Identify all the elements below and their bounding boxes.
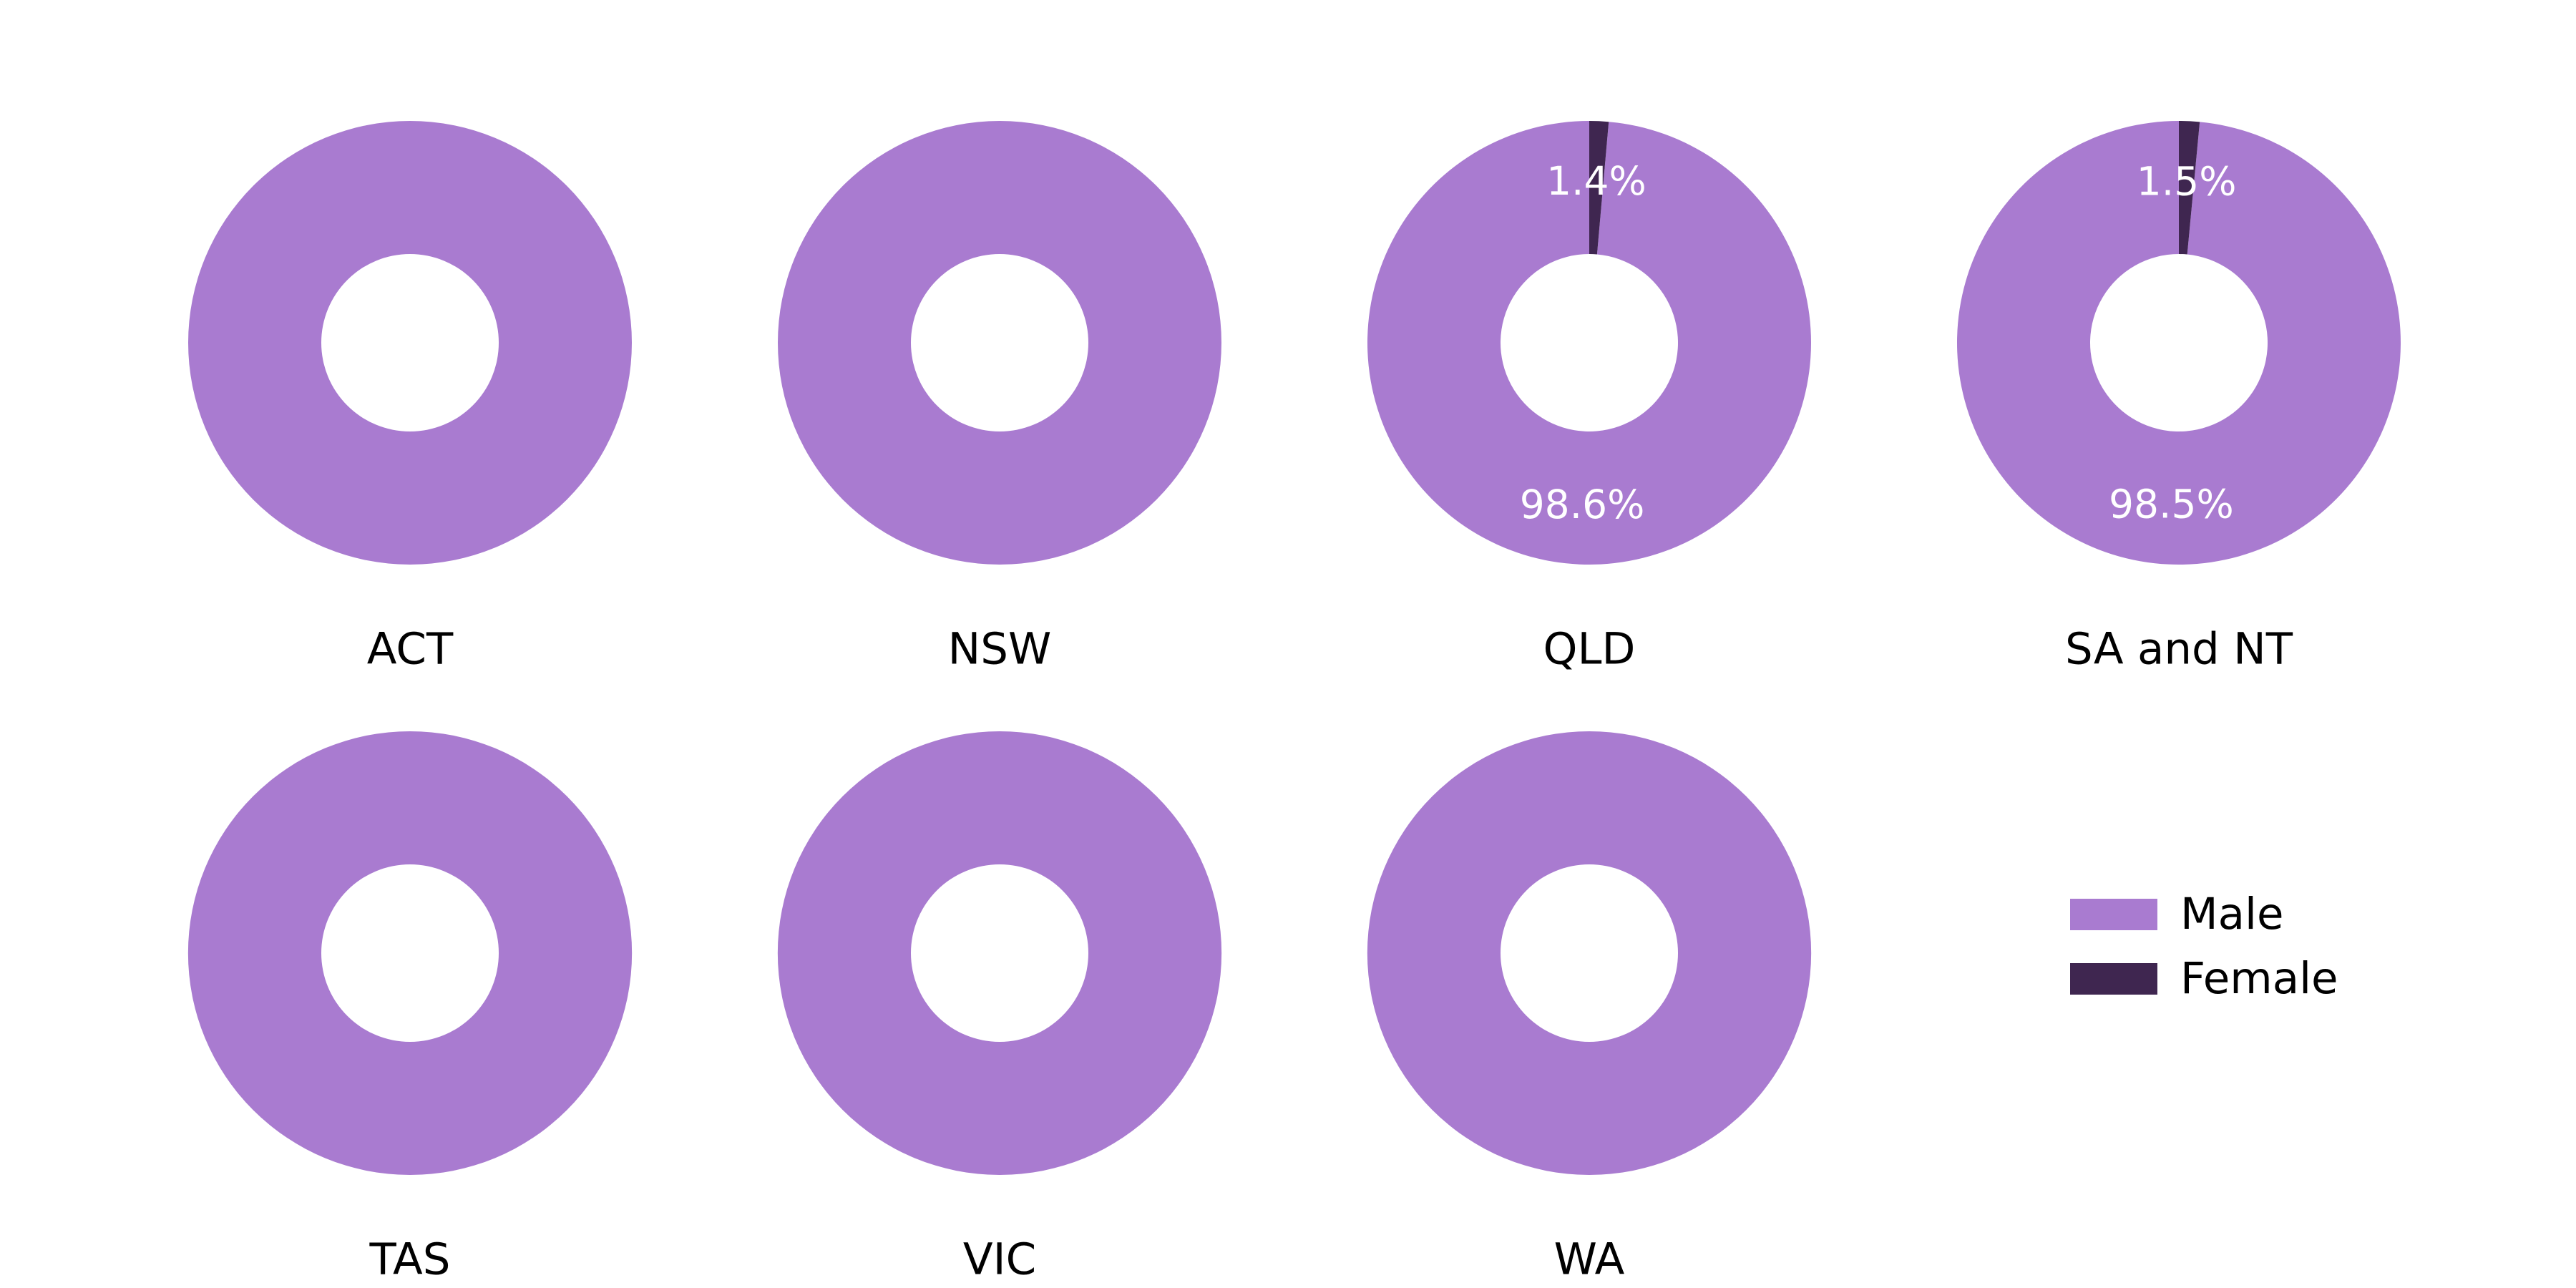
donut-panel-nsw: NSW: [778, 121, 1221, 675]
legend: Male Female: [2070, 889, 2338, 1004]
slice-qld-female: [1589, 121, 1609, 255]
slice-label-qld-male: 98.6%: [1520, 482, 1645, 527]
slice-vic-male: [777, 731, 1222, 1176]
legend-label-male: Male: [2180, 889, 2284, 940]
donut-panel-act: ACT: [188, 121, 632, 675]
donut-panel-vic: VIC: [777, 731, 1222, 1285]
donut-panel-tas: TAS: [187, 731, 633, 1285]
slice-label-sa-and-nt-female: 1.5%: [2137, 158, 2237, 204]
panel-title-wa: WA: [1554, 1234, 1625, 1285]
slice-nsw-male: [778, 121, 1221, 565]
slice-act-male: [188, 121, 632, 565]
slice-label-qld-female: 1.4%: [1546, 158, 1646, 204]
donut-panel-wa: WA: [1367, 731, 1812, 1285]
legend-swatch-female: [2070, 963, 2157, 995]
panel-title-vic: VIC: [963, 1234, 1036, 1285]
panel-title-tas: TAS: [369, 1234, 451, 1285]
slice-wa-male: [1367, 731, 1812, 1176]
slice-sa-and-nt-female: [2179, 121, 2200, 255]
legend-label-female: Female: [2180, 953, 2338, 1004]
panel-title-act: ACT: [367, 624, 454, 675]
legend-swatch-male: [2070, 899, 2157, 930]
panel-title-sa-and-nt: SA and NT: [2065, 624, 2293, 675]
panel-title-qld: QLD: [1543, 624, 1636, 675]
donut-panels: ACT NSW 98.6% 1.4% QLD 98.5% 1.5% SA and NT TAS V…: [187, 121, 2401, 1285]
slice-qld-male: [1367, 121, 1811, 565]
slice-sa-and-nt-male: [1957, 121, 2401, 565]
slice-tas-male: [187, 731, 633, 1176]
panel-title-nsw: NSW: [948, 624, 1052, 675]
donut-panel-qld: 98.6% 1.4% QLD: [1367, 121, 1811, 675]
slice-label-sa-and-nt-male: 98.5%: [2109, 482, 2234, 527]
donut-panel-sa-and-nt: 98.5% 1.5% SA and NT: [1957, 121, 2401, 675]
